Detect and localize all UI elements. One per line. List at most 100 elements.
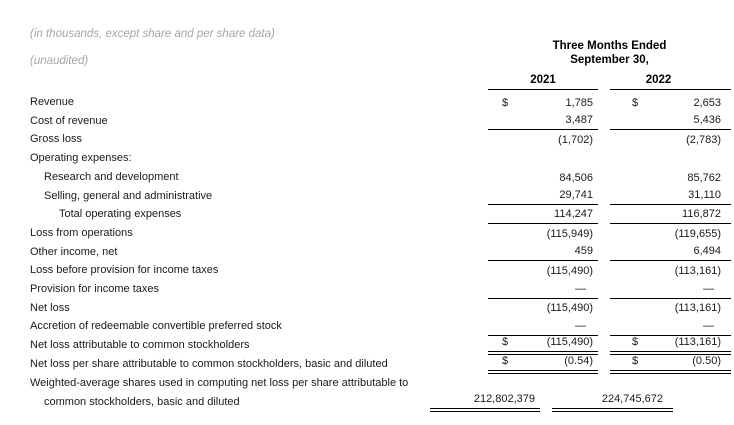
row-label: Gross loss: [30, 133, 82, 146]
dollar-sign: $: [632, 355, 639, 368]
value-cell-2022: $ (0.50): [610, 355, 731, 375]
row-label: Operating expenses:: [30, 152, 132, 165]
value-2022: 5,436: [693, 114, 721, 127]
value-cell-2021: 3,487: [488, 112, 598, 131]
statement-table: Revenue $1,785 $2,653 Cost of revenue 3,487 5…: [0, 93, 734, 412]
table-row: Provision for income taxes — —: [0, 280, 734, 299]
table-row: Total operating expenses 114,247 116,872: [0, 205, 734, 224]
value-2022: (119,655): [674, 227, 721, 240]
table-row: Cost of revenue 3,487 5,436: [0, 112, 734, 131]
units-note: (in thousands, except share and per shar…: [30, 28, 275, 40]
row-label: Research and development: [44, 170, 179, 183]
value-2022: (113,161): [674, 302, 721, 315]
value-cell-2021: 114,247: [488, 205, 598, 224]
value-cell-2022: (113,161): [610, 299, 731, 318]
value-cell-2021: 212,802,379: [430, 374, 540, 412]
value-cell-2021: 459: [488, 243, 598, 262]
value-cell-2021: —: [488, 280, 598, 299]
value-2021: (1,702): [558, 134, 593, 147]
dollar-sign: $: [502, 355, 509, 368]
value-2021: 84,506: [559, 171, 593, 184]
value-2022: (113,161): [674, 336, 721, 349]
value-2021: 212,802,379: [473, 392, 535, 405]
value-cell-2021: (115,490): [488, 261, 598, 280]
dollar-sign: $: [632, 336, 639, 349]
table-row: Gross loss (1,702) (2,783): [0, 130, 734, 149]
value-cell-2021: (115,949): [488, 224, 598, 243]
value-cell-2022: 85,762: [610, 168, 731, 187]
value-2021: —: [575, 320, 586, 333]
value-2022: —: [703, 282, 714, 295]
row-label: Cost of revenue: [30, 114, 108, 127]
value-cell-2022: (113,161): [610, 261, 731, 280]
dollar-sign: $: [502, 96, 509, 109]
value-cell-2021: 84,506: [488, 168, 598, 187]
value-2021: 1,785: [565, 96, 593, 109]
value-cell-2022: $ (113,161): [610, 336, 731, 356]
column-header-2021: 2021: [488, 74, 598, 90]
value-2021: (115,490): [546, 336, 593, 349]
table-row: Weighted-average shares used in computin…: [0, 374, 734, 412]
value-cell-2022: —: [610, 280, 731, 299]
row-label: Total operating expenses: [59, 208, 182, 221]
period-title: Three Months Ended September 30,: [488, 39, 731, 67]
table-row: Other income, net 459 6,494: [0, 243, 734, 262]
table-row: Selling, general and administrative 29,74…: [0, 187, 734, 206]
value-cell-2022: 116,872: [610, 205, 731, 224]
value-cell-2022: 6,494: [610, 243, 731, 262]
value-cell-2021: $ (115,490): [488, 336, 598, 356]
value-cell-2022: 224,745,672: [552, 374, 673, 412]
value-cell-2022: 5,436: [610, 112, 731, 131]
dollar-sign: $: [632, 96, 639, 109]
row-label: Net loss per share attributable to commo…: [30, 358, 388, 371]
row-label: Net loss: [30, 301, 70, 314]
value-cell-2021: 29,741: [488, 187, 598, 206]
value-2021: 114,247: [554, 207, 593, 220]
value-2022: (113,161): [674, 265, 721, 278]
value-cell-2022: [610, 149, 731, 168]
value-cell-2022: —: [610, 317, 731, 337]
value-2021: (115,949): [546, 227, 593, 240]
value-cell-2021: —: [488, 317, 598, 337]
value-2022: 6,494: [693, 245, 721, 258]
value-2022: (0.50): [692, 355, 721, 368]
row-label: Net loss attributable to common stockhol…: [30, 339, 250, 352]
row-label: Other income, net: [30, 245, 118, 258]
table-row: Revenue $1,785 $2,653: [0, 93, 734, 112]
row-label: Revenue: [30, 96, 75, 108]
table-row: Net loss per share attributable to commo…: [0, 355, 734, 375]
year-columns: 2021 2022: [488, 74, 731, 90]
row-label: Weighted-average shares used in computin…: [30, 377, 409, 408]
table-row: Research and development 84,506 85,762: [0, 168, 734, 187]
row-label: Accretion of redeemable convertible pref…: [30, 320, 282, 333]
period-title-line2: September 30,: [570, 54, 649, 66]
row-label: Loss before provision for income taxes: [30, 264, 219, 277]
value-cell-2021: $ (0.54): [488, 355, 598, 375]
value-2021: 29,741: [559, 189, 593, 202]
value-cell-2022: (2,783): [610, 130, 731, 149]
value-cell-2021: (1,702): [488, 130, 598, 149]
table-row: Operating expenses:: [0, 149, 734, 168]
dollar-sign: $: [502, 336, 509, 349]
value-2022: 116,872: [682, 207, 721, 220]
value-cell-2022: 31,110: [610, 187, 731, 206]
value-2022: 85,762: [687, 171, 721, 184]
value-2022: —: [703, 320, 714, 333]
row-label: Selling, general and administrative: [44, 189, 213, 202]
value-cell-2021: [488, 149, 598, 168]
value-2022: 2,653: [693, 96, 721, 109]
row-label: Loss from operations: [30, 226, 133, 239]
value-2021: (115,490): [546, 265, 593, 278]
value-cell-2021: $1,785: [488, 93, 598, 112]
column-header-2022: 2022: [610, 74, 731, 90]
column-gap: [598, 74, 610, 90]
value-2022: 31,110: [688, 189, 721, 202]
value-2021: (0.54): [564, 355, 593, 368]
value-2022: 224,745,672: [601, 392, 663, 405]
table-row: Loss from operations (115,949) (119,655): [0, 224, 734, 243]
value-cell-2022: $2,653: [610, 93, 731, 112]
value-cell-2022: (119,655): [610, 224, 731, 243]
value-2022: (2,783): [686, 134, 721, 147]
period-columns-header: Three Months Ended September 30, 2021 20…: [488, 27, 731, 90]
